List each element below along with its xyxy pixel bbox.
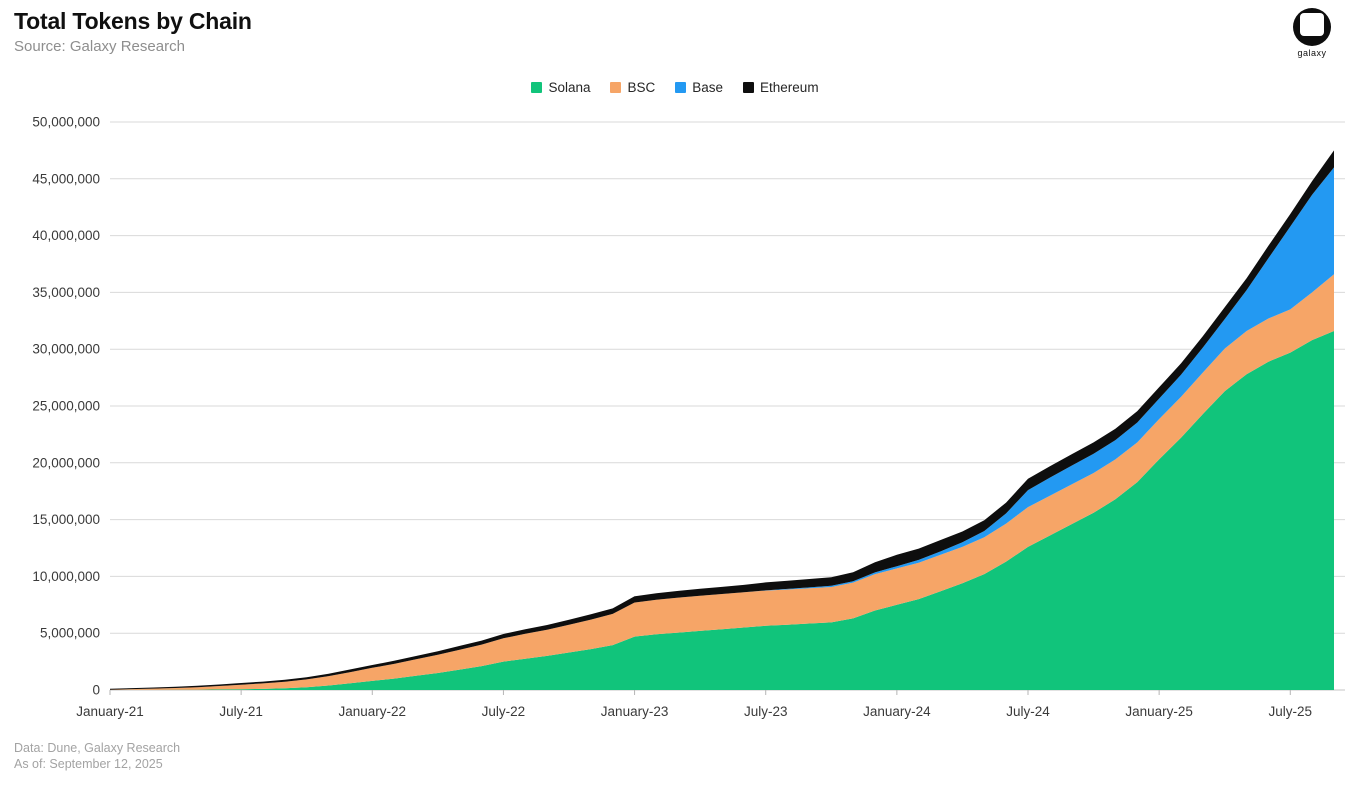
y-tick-label: 15,000,000 xyxy=(32,512,100,527)
footnote-as-of-date: As of: September 12, 2025 xyxy=(14,757,163,771)
y-tick-label: 35,000,000 xyxy=(32,285,100,300)
page-subtitle: Source: Galaxy Research xyxy=(14,38,185,55)
x-tick-label: January-23 xyxy=(601,704,669,719)
x-tick-label: January-22 xyxy=(339,704,407,719)
y-tick-label: 40,000,000 xyxy=(32,228,100,243)
galaxy-logo-wordmark: galaxy xyxy=(1297,48,1327,58)
page-title: Total Tokens by Chain xyxy=(14,8,252,34)
galaxy-logo: galaxy xyxy=(1290,8,1334,58)
legend-item-base: Base xyxy=(675,80,723,95)
area-bsc xyxy=(110,274,1334,690)
legend-label: Base xyxy=(692,80,724,95)
y-tick-label: 10,000,000 xyxy=(32,569,100,584)
legend-item-bsc: BSC xyxy=(610,80,655,95)
legend-swatch-icon xyxy=(531,82,543,93)
footnote-data-source: Data: Dune, Galaxy Research xyxy=(14,741,181,755)
legend-label: BSC xyxy=(627,80,656,95)
x-tick-label: July-22 xyxy=(482,704,526,719)
y-tick-label: 30,000,000 xyxy=(32,342,100,357)
y-tick-label: 50,000,000 xyxy=(32,115,100,130)
x-tick-label: January-24 xyxy=(863,704,931,719)
legend-swatch-icon xyxy=(743,82,755,93)
x-tick-label: January-21 xyxy=(76,704,144,719)
x-tick-label: January-25 xyxy=(1125,704,1193,719)
y-tick-label: 25,000,000 xyxy=(32,399,100,414)
legend-item-ethereum: Ethereum xyxy=(743,80,819,95)
x-tick-label: July-25 xyxy=(1269,704,1313,719)
galaxy-logo-window xyxy=(1300,13,1324,36)
legend-swatch-icon xyxy=(675,82,687,93)
legend-item-solana: Solana xyxy=(531,80,590,95)
x-tick-label: July-23 xyxy=(744,704,788,719)
legend-label: Solana xyxy=(548,80,591,95)
y-tick-label: 0 xyxy=(92,683,100,698)
legend-label: Ethereum xyxy=(760,80,819,95)
y-tick-label: 45,000,000 xyxy=(32,171,100,186)
x-tick-label: July-24 xyxy=(1006,704,1050,719)
y-tick-label: 5,000,000 xyxy=(40,626,100,641)
y-tick-label: 20,000,000 xyxy=(32,455,100,470)
chart-footnote: Data: Dune, Galaxy Research As of: Septe… xyxy=(14,740,180,772)
area-solana xyxy=(110,331,1334,690)
x-tick-label: July-21 xyxy=(219,704,263,719)
chart-legend: Solana BSC Base Ethereum xyxy=(0,80,1350,95)
legend-swatch-icon xyxy=(610,82,622,93)
galaxy-logo-icon xyxy=(1293,8,1331,46)
